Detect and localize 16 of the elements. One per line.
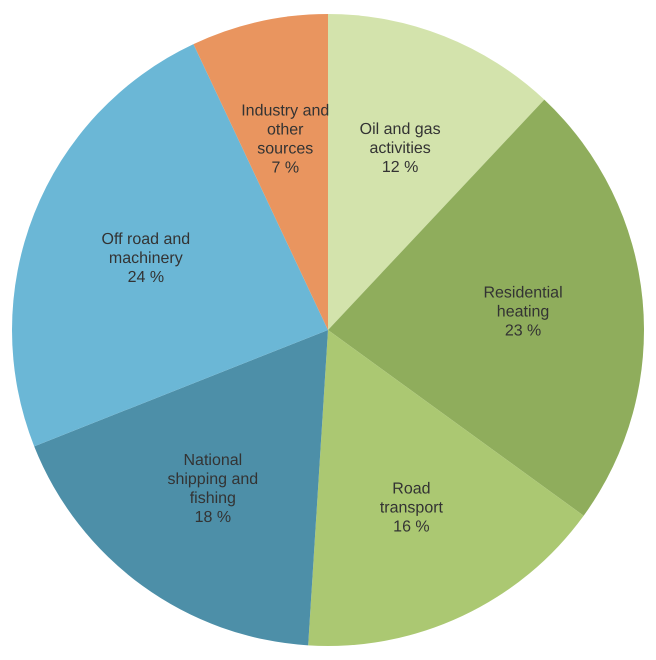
pie-slice (328, 100, 644, 516)
slice-label: Oil and gas activities (360, 120, 441, 156)
pie-slice (12, 44, 328, 446)
data-label: 16 % (393, 518, 430, 535)
pie-slice (34, 330, 328, 646)
data-label: 18 % (194, 508, 232, 526)
slice-label: Residential heating (483, 284, 563, 320)
slice-label: Off road and machinery (102, 230, 190, 266)
slice-label: Road transport (380, 480, 444, 516)
pie-slice (193, 14, 328, 330)
data-label: 23 % (504, 322, 542, 340)
slice-label: Industry and other sources (241, 102, 330, 157)
data-label: 7 % (271, 158, 300, 176)
data-label: 12 % (382, 158, 418, 176)
data-label: 24 % (128, 268, 164, 286)
slice-label: National shipping and fishing (167, 452, 258, 507)
